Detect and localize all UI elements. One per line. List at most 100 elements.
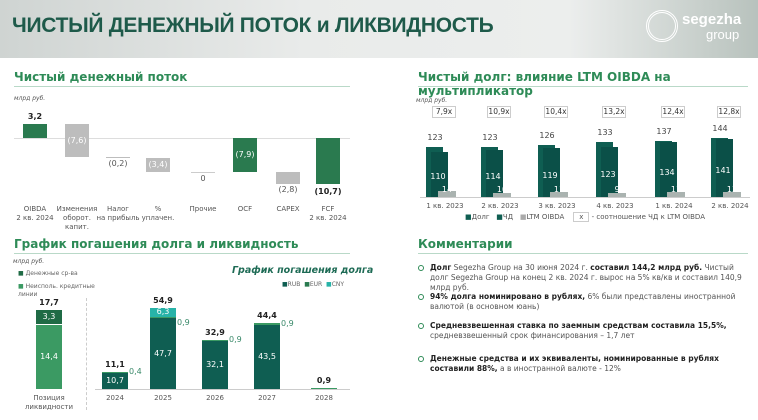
waterfall-bar — [23, 124, 47, 138]
ratio-box: 10,9x — [487, 106, 511, 118]
segezha-logo: segezha group — [644, 8, 754, 48]
total-label: 0,9 — [316, 375, 332, 385]
net-debt-label: 119 — [542, 170, 558, 180]
eur-bar — [254, 323, 280, 325]
total-label: 32,9 — [205, 327, 225, 337]
net-debt-bar — [601, 146, 618, 197]
waterfall-bar — [276, 171, 300, 184]
data-label: (7,6) — [67, 135, 87, 145]
rub-label: 32,1 — [206, 360, 224, 370]
net-debt-unit: млрд руб. — [416, 97, 448, 104]
repayment-unit: млрд руб. — [13, 258, 45, 265]
bullet-icon — [418, 356, 424, 362]
data-label: (7,9) — [235, 149, 255, 159]
rub-label: 43,5 — [258, 351, 276, 361]
waterfall-bar — [316, 138, 340, 184]
data-label: (3,4) — [148, 160, 168, 170]
eur-bar — [150, 316, 176, 319]
data-label: 0 — [200, 174, 206, 184]
repayment-subtitle: График погашения долга — [232, 265, 374, 276]
category-label: Налог на прибыль — [96, 205, 140, 222]
net-debt-label: 114 — [485, 171, 501, 181]
oibda-bar — [723, 191, 741, 197]
debt-label: 144 — [712, 123, 728, 133]
category-label: 3 кв. 2023 — [538, 202, 576, 210]
comment-bold: Денежные средства и их эквиваленты, номи… — [430, 354, 719, 373]
comment-text: Чистый долг Segezha Group на конец 2 кв.… — [430, 263, 742, 292]
comment-bold: составил 144,2 млрд руб. — [590, 263, 703, 272]
oibda-bar — [667, 192, 685, 197]
category-label: 1 кв. 2023 — [426, 202, 464, 210]
bullet-icon — [418, 323, 424, 329]
legend-cash: ■ Денежные ср-ва — [18, 270, 78, 277]
comment-item: Средневзвешенная ставка по заемным средс… — [418, 321, 748, 341]
eur-label: 0,9 — [177, 318, 190, 328]
oibda-bar — [493, 192, 511, 197]
repayment-title: График погашения долга и ликвидность — [14, 237, 299, 251]
debt-label: 123 — [482, 132, 498, 142]
waterfall-bar — [106, 156, 130, 158]
divider — [418, 253, 748, 254]
ratio-box: 12,4x — [661, 106, 685, 118]
net-debt-label: 141 — [715, 166, 731, 176]
rub-bar — [102, 373, 128, 389]
category-label: OIBDA 2 кв. 2024 — [16, 205, 54, 222]
header-banner: ЧИСТЫЙ ДЕНЕЖНЫЙ ПОТОК и ЛИКВИДНОСТЬ sege… — [0, 0, 758, 58]
category-label: 1 кв. 2024 — [655, 202, 693, 210]
eur-bar — [102, 371, 128, 374]
comment-bold: Средневзвешенная ставка по заемным средс… — [430, 321, 727, 330]
page-title: ЧИСТЫЙ ДЕНЕЖНЫЙ ПОТОК и ЛИКВИДНОСТЬ — [12, 14, 494, 37]
debt-label: 123 — [427, 132, 443, 142]
category-label: Позиция ликвидности — [24, 394, 74, 411]
category-label: 2024 — [106, 394, 124, 402]
eur-bar — [311, 387, 337, 389]
comment-text: а в иностранной валюте - 12% — [497, 364, 621, 373]
category-label: % уплачен. — [141, 205, 175, 222]
data-label: 3,2 — [27, 112, 43, 122]
oibda-bar — [550, 192, 568, 197]
oibda-label: 10 — [496, 185, 508, 194]
total-label: 11,1 — [105, 359, 125, 369]
category-label: 4 кв. 2023 — [596, 202, 634, 210]
category-label: 2026 — [206, 394, 224, 402]
rub-bar — [202, 341, 228, 389]
net-debt-title: Чистый долг: влияние LTM OIBDA на мульти… — [418, 70, 671, 98]
net-debt-bar — [660, 142, 677, 197]
oibda-label: 13 — [726, 185, 738, 194]
baseline — [95, 389, 350, 390]
eur-label: 0,9 — [281, 318, 294, 328]
rub-bar — [150, 318, 176, 389]
category-label: OCF — [237, 205, 253, 213]
total-label: 44,4 — [257, 311, 277, 321]
category-label: 2027 — [258, 394, 276, 402]
debt-label: 137 — [656, 126, 672, 136]
comment-item: 94% долга номинировано в рублях, 6% были… — [418, 292, 748, 312]
credit-lines-bar — [36, 324, 62, 389]
eur-bar — [202, 339, 228, 342]
category-label: 2 кв. 2024 — [711, 202, 749, 210]
waterfall-bar — [233, 138, 257, 172]
net-debt-label: 134 — [659, 167, 675, 177]
oibda-bar — [438, 191, 456, 197]
category-label: CAPEX — [276, 205, 300, 213]
data-label: (10,7) — [314, 187, 342, 196]
waterfall-bar — [65, 124, 89, 157]
rub-label: 10,7 — [106, 376, 124, 386]
debt-label: 133 — [597, 128, 613, 138]
net-debt-bar — [486, 150, 503, 197]
logo-icon — [646, 10, 678, 42]
ratio-box: 10,4x — [544, 106, 568, 118]
cash-bar — [36, 310, 62, 324]
legend-credit-lines: ■ Неисполь. кредитные линии — [18, 283, 95, 298]
category-label: 2028 — [315, 394, 333, 402]
debt-label: 126 — [539, 131, 555, 141]
eur-label: 0,4 — [129, 367, 142, 377]
repayment-legend: ■RUB ■EUR ■CNY — [282, 281, 345, 288]
comment-text: Segezha Group на 30 июня 2024 г. — [451, 263, 591, 272]
comment-text: средневзвешенный срок финансирования – 1… — [430, 331, 635, 340]
divider — [14, 86, 350, 87]
net-debt-bar — [716, 139, 733, 197]
baseline — [420, 197, 750, 198]
comment-item: Долг Segezha Group на 30 июня 2024 г. со… — [418, 263, 748, 293]
divider — [86, 298, 87, 410]
